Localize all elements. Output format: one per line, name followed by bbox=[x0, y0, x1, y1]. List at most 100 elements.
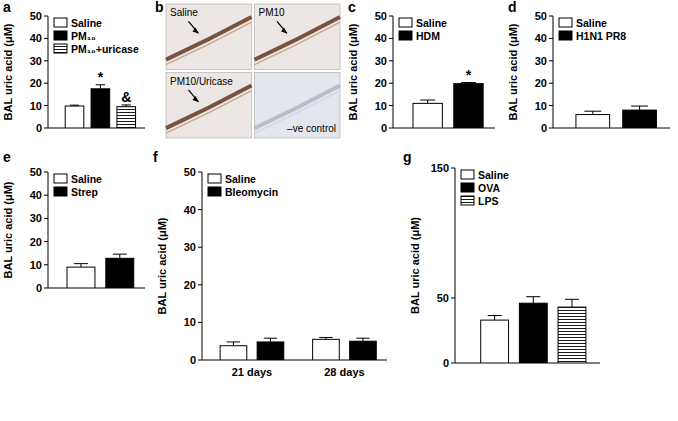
y-tick-label: 20 bbox=[535, 77, 547, 89]
y-tick-label: 30 bbox=[375, 55, 387, 67]
panel-f: fBAL uric acid (μM)0102030405021 days28 … bbox=[153, 149, 387, 378]
tissue-band bbox=[255, 22, 341, 65]
marks bbox=[220, 337, 376, 360]
error-cap bbox=[70, 105, 79, 106]
tissue-band bbox=[166, 91, 252, 134]
marks bbox=[65, 85, 135, 128]
y-axis-title: BAL uric acid (μM) bbox=[507, 23, 519, 120]
bar bbox=[413, 103, 442, 128]
y-tick-label: 20 bbox=[30, 236, 42, 248]
error-stem bbox=[639, 106, 640, 110]
image-label: –ve control bbox=[287, 123, 336, 134]
y-tick bbox=[389, 60, 393, 61]
error-stem bbox=[592, 111, 593, 114]
legend-swatch bbox=[461, 196, 474, 205]
y-tick-label: 0 bbox=[541, 122, 547, 134]
y-tick bbox=[549, 128, 553, 129]
y-tick-label: 50 bbox=[437, 292, 449, 304]
error-bar bbox=[227, 342, 240, 346]
x-tick-label: 21 days bbox=[232, 366, 272, 378]
y-tick-label: 50 bbox=[535, 10, 547, 22]
y-tick bbox=[389, 83, 393, 84]
figure: aBAL uric acid (μM)01020304050*&SalinePM… bbox=[0, 0, 678, 421]
error-cap bbox=[584, 111, 601, 112]
y-tick bbox=[44, 83, 48, 84]
y-tick-label: 10 bbox=[184, 316, 196, 328]
marks bbox=[413, 83, 483, 128]
error-cap bbox=[420, 100, 435, 101]
micrograph bbox=[166, 73, 252, 139]
bar bbox=[576, 115, 610, 128]
error-bar bbox=[488, 316, 502, 321]
y-tick bbox=[549, 60, 553, 61]
y-tick bbox=[389, 16, 393, 17]
y-tick bbox=[44, 38, 48, 39]
y-tick bbox=[198, 209, 202, 210]
y-tick-label: 50 bbox=[30, 10, 42, 22]
y-tick bbox=[44, 16, 48, 17]
legend-label: Saline bbox=[416, 17, 447, 29]
y-axis-title: BAL uric acid (μM) bbox=[2, 23, 14, 120]
y-tick-label: 0 bbox=[36, 122, 42, 134]
y-tick-label: 0 bbox=[381, 122, 387, 134]
legend-swatch bbox=[399, 18, 412, 27]
legend-label: OVA bbox=[478, 182, 500, 194]
bar bbox=[106, 258, 134, 288]
y-axis bbox=[455, 168, 456, 363]
y-axis bbox=[202, 172, 203, 360]
y-tick-label: 30 bbox=[30, 55, 42, 67]
y-tick-label: 10 bbox=[30, 259, 42, 271]
y-tick bbox=[198, 284, 202, 285]
label-bg bbox=[169, 76, 234, 87]
y-axis bbox=[48, 172, 49, 288]
y-tick bbox=[44, 218, 48, 219]
x-tick-label: 28 days bbox=[324, 366, 364, 378]
legend-swatch bbox=[208, 187, 221, 196]
y-tick-label: 20 bbox=[375, 77, 387, 89]
bar bbox=[313, 339, 340, 360]
y-tick-label: 0 bbox=[190, 354, 196, 366]
annotation: * bbox=[466, 67, 472, 83]
legend-swatch bbox=[399, 31, 412, 40]
error-cap bbox=[565, 299, 579, 300]
legend-label: Bleomycin bbox=[225, 186, 278, 198]
tissue-band bbox=[166, 17, 252, 60]
legend-swatch bbox=[54, 44, 67, 53]
bar bbox=[350, 341, 377, 360]
bar bbox=[454, 84, 483, 128]
y-tick-label: 30 bbox=[184, 241, 196, 253]
panel-letter: b bbox=[155, 0, 164, 15]
panel-d: dBAL uric acid (μM)01020304050SalineH1N1… bbox=[507, 0, 670, 134]
panel-letter: d bbox=[508, 0, 517, 15]
error-stem bbox=[533, 297, 534, 304]
micrograph bbox=[255, 4, 341, 70]
arrow bbox=[188, 90, 198, 102]
error-stem bbox=[233, 342, 234, 346]
error-bar bbox=[526, 297, 540, 304]
legend-label: PM₁₀+uricase bbox=[71, 43, 139, 55]
error-stem bbox=[270, 338, 271, 342]
panel-g: gBAL uric acid (μM)050150SalineOVALPS bbox=[403, 149, 600, 369]
y-tick-label: 50 bbox=[184, 166, 196, 178]
arrow-head bbox=[281, 27, 287, 33]
y-tick bbox=[451, 168, 455, 169]
error-bar bbox=[356, 338, 369, 341]
panel-a: aBAL uric acid (μM)01020304050*&SalinePM… bbox=[2, 0, 145, 134]
y-tick bbox=[44, 60, 48, 61]
legend-label: LPS bbox=[478, 195, 498, 207]
legend-swatch bbox=[208, 174, 221, 183]
bar bbox=[65, 106, 84, 128]
y-tick bbox=[44, 172, 48, 173]
label-bg bbox=[258, 7, 287, 18]
legend-label: H1N1 PR8 bbox=[576, 30, 626, 42]
y-tick-label: 50 bbox=[30, 166, 42, 178]
micrograph bbox=[166, 4, 252, 70]
y-tick-label: 50 bbox=[375, 10, 387, 22]
y-axis-title: BAL uric acid (μM) bbox=[156, 217, 168, 314]
y-tick bbox=[198, 247, 202, 248]
y-tick bbox=[44, 105, 48, 106]
y-tick bbox=[44, 241, 48, 242]
error-bar bbox=[631, 106, 648, 110]
image-label: Saline bbox=[170, 7, 198, 18]
panel-letter: e bbox=[3, 149, 11, 165]
